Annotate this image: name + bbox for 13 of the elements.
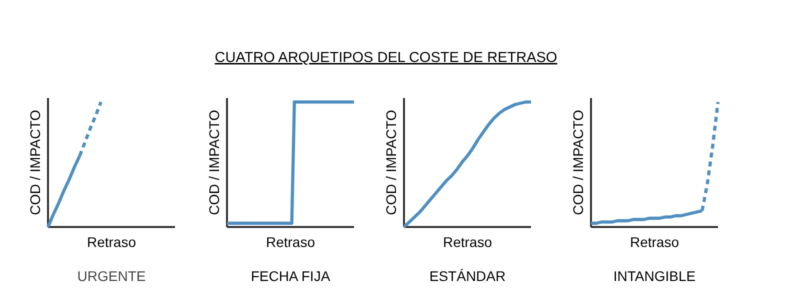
text: ESTÁNDAR xyxy=(429,268,506,284)
x-axis-title: Retraso xyxy=(86,234,136,250)
x-axis-title: Retraso xyxy=(266,234,316,250)
text: FECHA FIJA xyxy=(250,268,331,284)
y-axis-title: COD / IMPACTO xyxy=(383,110,399,216)
x-axis-title: Retraso xyxy=(442,234,492,250)
x-axis-title: Retraso xyxy=(630,234,680,250)
text: URGENTE xyxy=(77,268,146,284)
y-axis-title: COD / IMPACTO xyxy=(570,110,586,216)
text: INTANGIBLE xyxy=(613,268,696,284)
y-axis-title: COD / IMPACTO xyxy=(27,110,43,216)
text: CUATRO ARQUETIPOS DEL COSTE DE RETRASO xyxy=(214,50,558,66)
y-axis-title: COD / IMPACTO xyxy=(206,110,222,216)
